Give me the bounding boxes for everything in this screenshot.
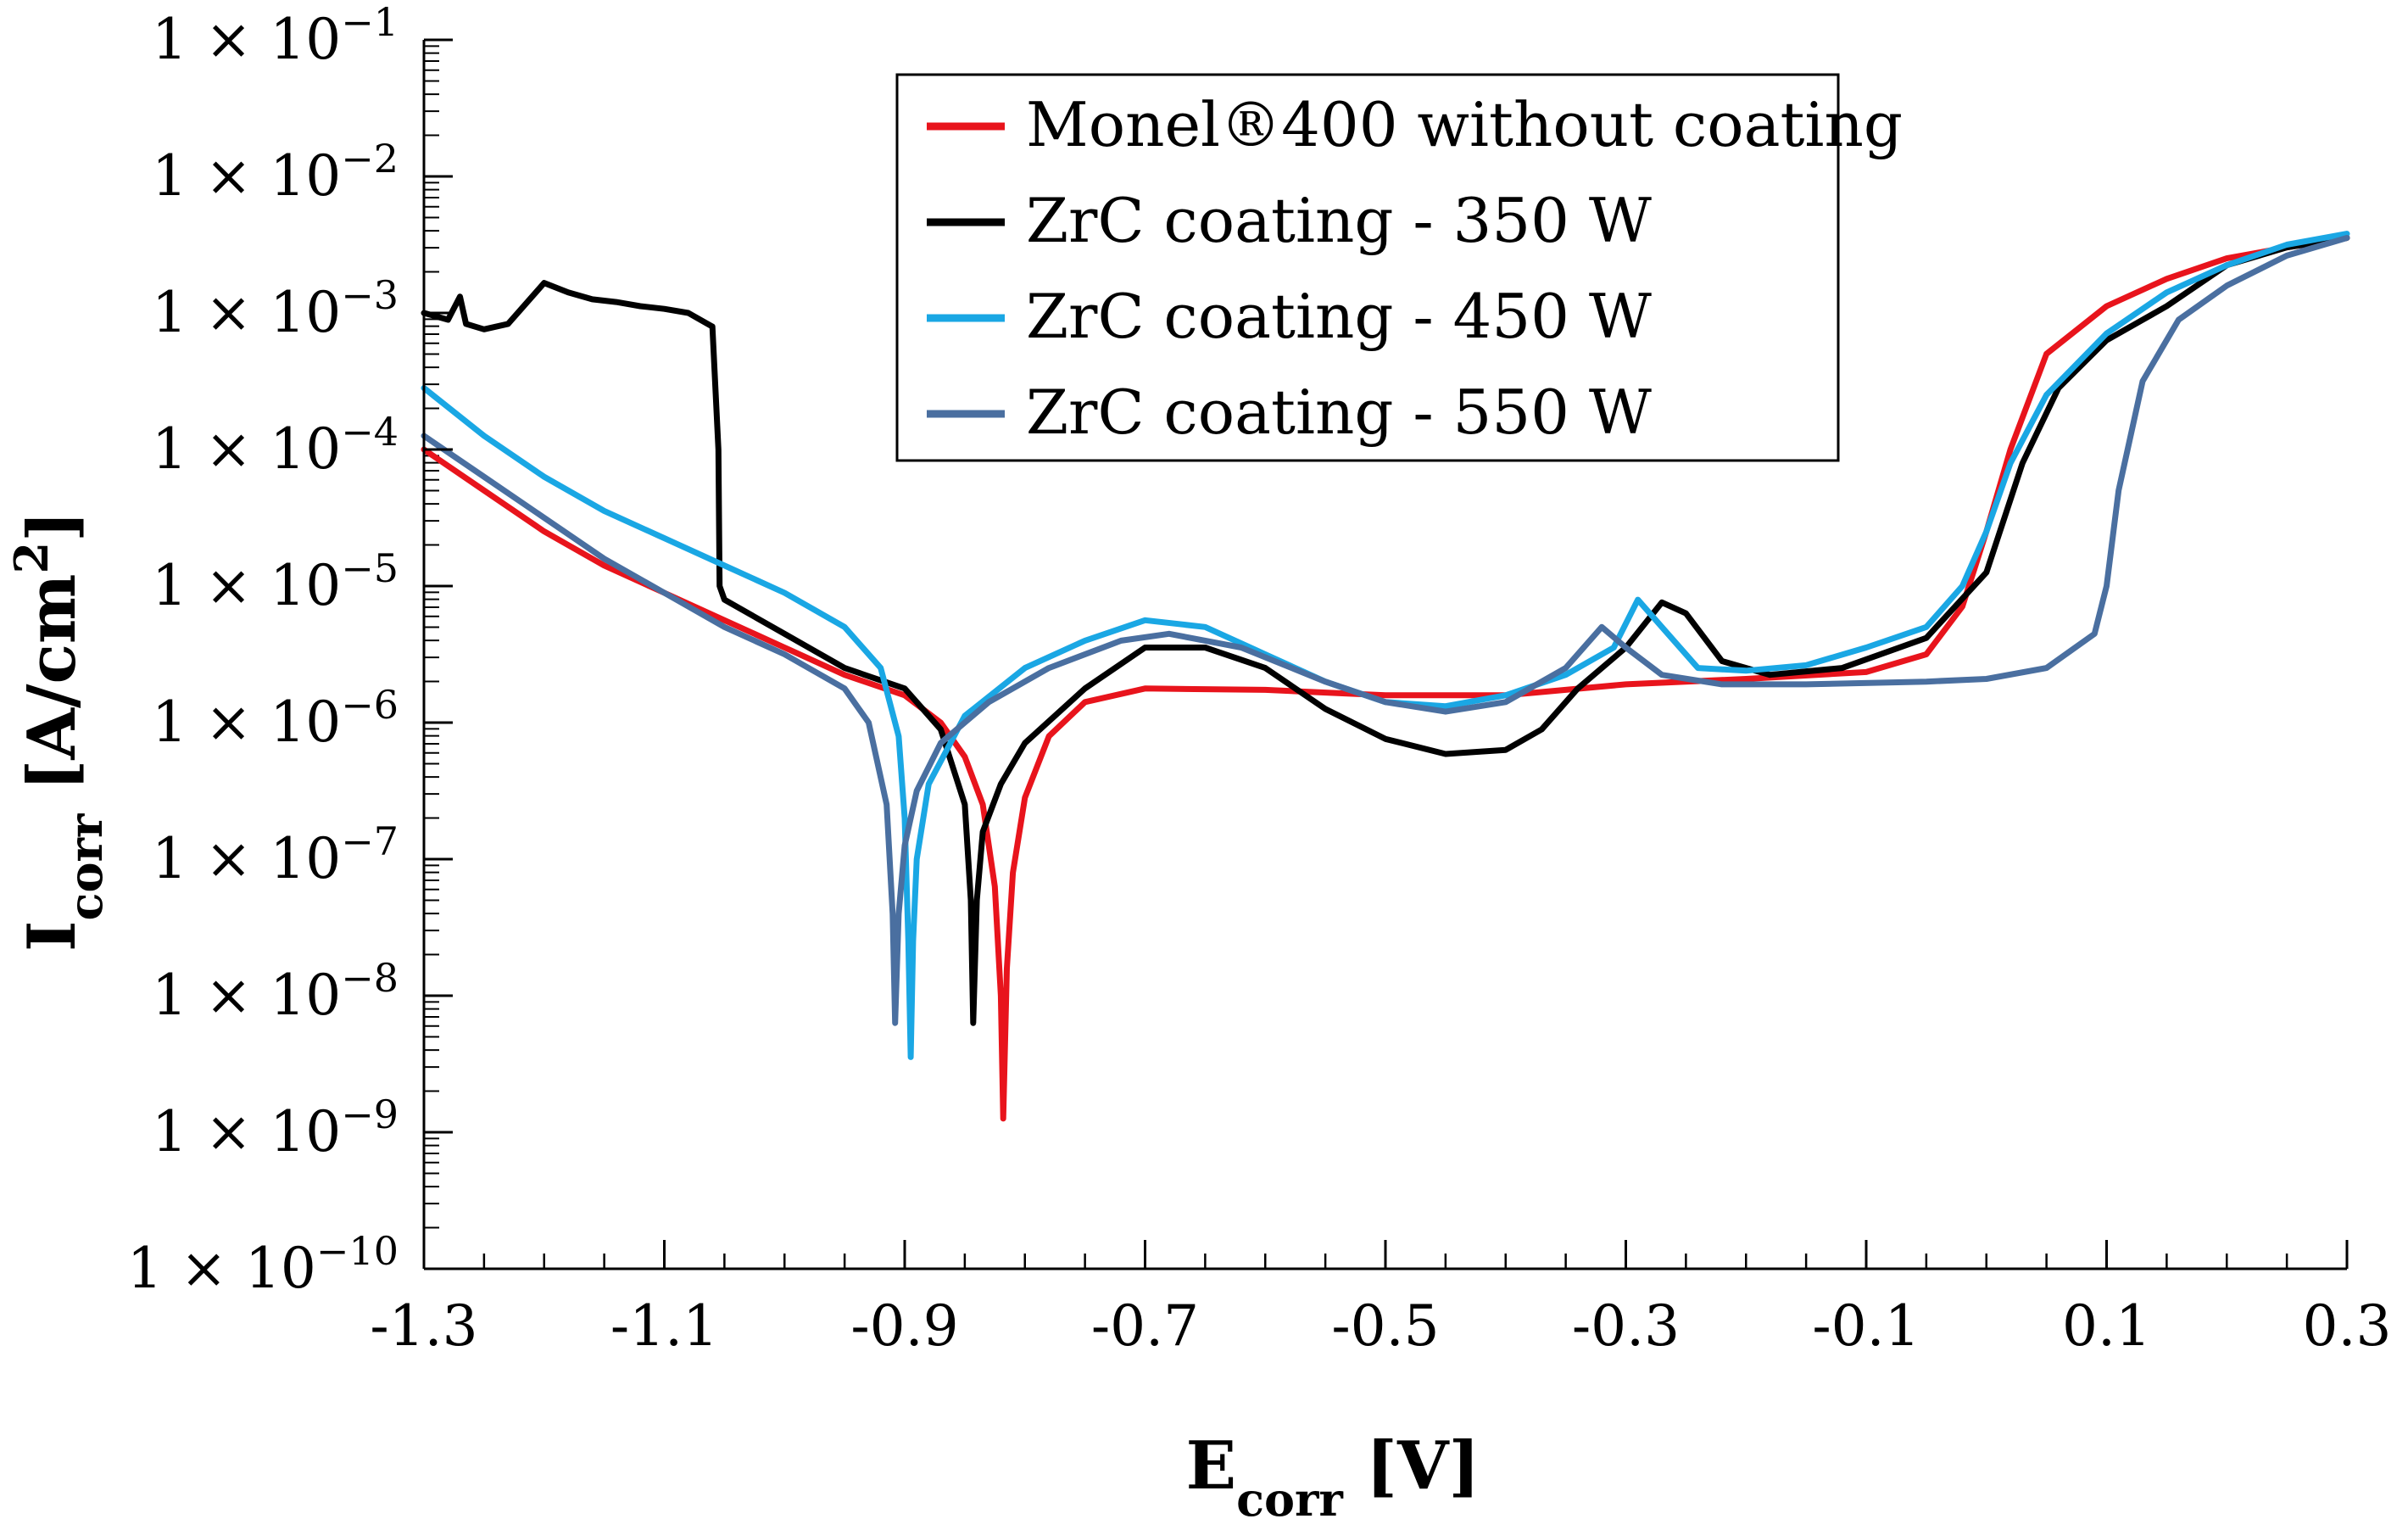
x-tick-label: -0.3 (1572, 1293, 1680, 1359)
y-tick-mantissa: 1 × 10 (152, 7, 341, 72)
y-tick-exponent: −2 (341, 136, 399, 181)
y-axis-title-close: ] (14, 511, 91, 542)
tick-labels: -1.3 -1.1 -0.9 -0.7 -0.5 -0.3 -0.1 0.1 0.3 1 × 10… (127, 0, 2392, 1359)
legend: Monel®400 without coating ZrC coating - … (895, 73, 1903, 462)
y-tick-label: 1 × 10−5 (152, 545, 399, 618)
y-tick-exponent: −8 (341, 955, 399, 1001)
x-tick-label: -1.1 (610, 1293, 718, 1359)
x-tick-label: -0.7 (1091, 1293, 1199, 1359)
y-tick-label: 1 × 10−3 (152, 272, 399, 345)
minor-ticks (424, 45, 2288, 1269)
y-tick-mantissa: 1 × 10 (127, 1236, 316, 1301)
y-tick-label: 1 × 10−9 (152, 1092, 399, 1164)
x-axis-title: Ecorr [V] (1186, 1427, 1480, 1527)
y-tick-mantissa: 1 × 10 (152, 826, 341, 891)
y-tick-label: 1 × 10−6 (152, 682, 399, 755)
y-axis-title-unit: [A/cm (14, 574, 91, 814)
x-axis-title-unit: [V] (1343, 1427, 1480, 1505)
y-axis-title-sup: 2 (4, 542, 59, 574)
y-tick-mantissa: 1 × 10 (152, 553, 341, 618)
series-line-3 (421, 235, 2350, 1026)
series-line-0 (421, 235, 2350, 1122)
x-axis-title-main: E (1186, 1427, 1236, 1505)
legend-label-3: ZrC coating - 550 W (1026, 377, 1652, 448)
y-tick-label: 1 × 10−7 (152, 818, 399, 891)
y-tick-exponent: −10 (316, 1228, 399, 1274)
x-tick-label: -0.9 (850, 1293, 958, 1359)
series-layer (421, 231, 2350, 1122)
y-tick-label: 1 × 10−8 (152, 955, 399, 1028)
y-axis-title-main: I (14, 920, 91, 952)
x-tick-label: -0.5 (1331, 1293, 1439, 1359)
y-tick-label: 1 × 10−1 (152, 0, 399, 72)
y-tick-mantissa: 1 × 10 (152, 416, 341, 482)
y-axis-title: Icorr [A/cm2] (4, 511, 113, 952)
y-tick-mantissa: 1 × 10 (152, 963, 341, 1028)
y-axis-title-sub: corr (59, 813, 113, 920)
y-tick-mantissa: 1 × 10 (152, 1099, 341, 1164)
y-tick-exponent: −5 (341, 545, 399, 591)
legend-label-0: Monel®400 without coating (1026, 89, 1903, 160)
y-tick-mantissa: 1 × 10 (152, 143, 341, 209)
y-tick-label: 1 × 10−10 (127, 1228, 399, 1301)
y-tick-label: 1 × 10−4 (152, 409, 399, 482)
y-tick-exponent: −1 (341, 0, 399, 45)
x-tick-label: 0.3 (2303, 1293, 2392, 1359)
y-tick-mantissa: 1 × 10 (152, 280, 341, 345)
y-tick-exponent: −6 (341, 682, 399, 728)
axes-layer (422, 38, 2349, 1270)
x-axis-title-sub: corr (1236, 1472, 1343, 1527)
y-tick-exponent: −4 (341, 409, 399, 455)
y-tick-exponent: −3 (341, 272, 399, 318)
legend-label-2: ZrC coating - 450 W (1026, 281, 1652, 352)
x-tick-label: 0.1 (2062, 1293, 2151, 1359)
y-tick-label: 1 × 10−2 (152, 136, 399, 209)
legend-box (895, 73, 1840, 462)
legend-label-1: ZrC coating - 350 W (1026, 185, 1652, 256)
y-tick-mantissa: 1 × 10 (152, 690, 341, 755)
x-tick-label: -1.3 (370, 1293, 477, 1359)
y-tick-exponent: −9 (341, 1092, 399, 1137)
x-tick-label: -0.1 (1812, 1293, 1920, 1359)
series-line-1 (421, 235, 2350, 1026)
y-tick-exponent: −7 (341, 818, 399, 864)
